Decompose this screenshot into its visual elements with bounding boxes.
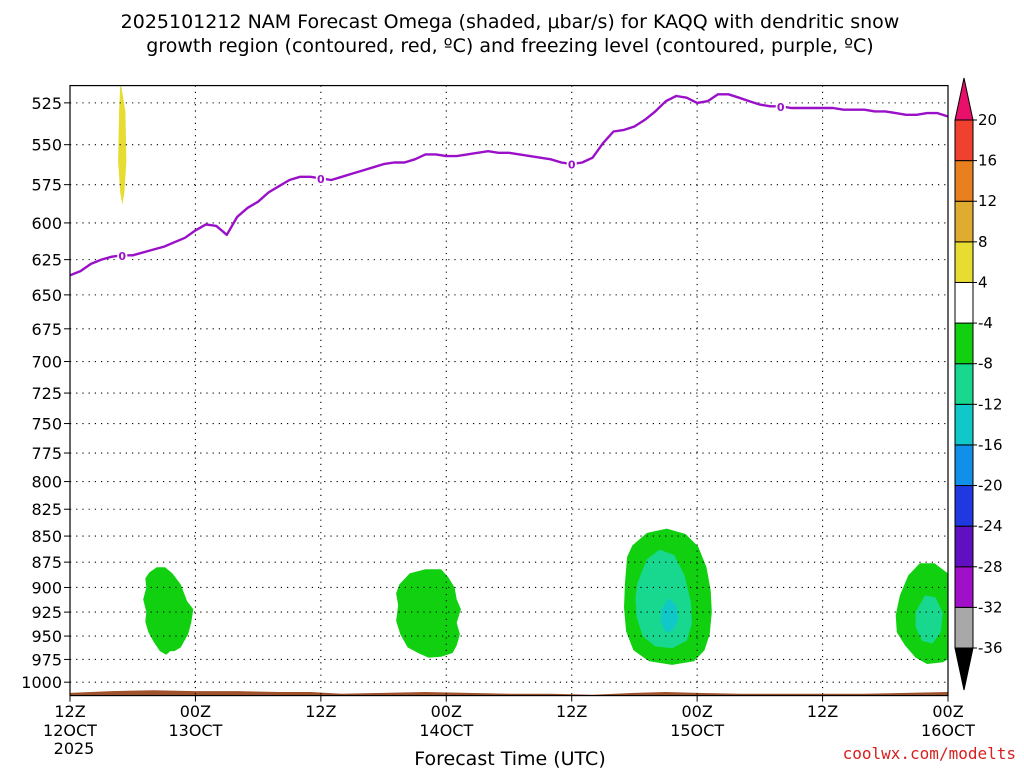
colorbar-swatch [954, 403, 974, 446]
colorbar-swatch [954, 119, 974, 162]
y-tick-label: 725 [31, 384, 62, 403]
y-tick-label: 925 [31, 603, 62, 622]
colorbar-label: -24 [978, 517, 1003, 535]
y-tick-label: 850 [31, 527, 62, 546]
colorbar-swatch [954, 160, 974, 202]
omega-neg-cell-1 [143, 567, 194, 655]
plot-fill-layer [70, 85, 948, 696]
omega-neg-cell-2 [396, 569, 461, 658]
y-tick-label: 825 [31, 500, 62, 519]
colorbar-label: -28 [978, 558, 1003, 576]
y-tick-label: 575 [31, 176, 62, 195]
freezing-level-label-bg [775, 99, 786, 114]
x-tick-date: 16OCT [921, 721, 975, 740]
y-tick-label: 650 [31, 286, 62, 305]
freezing-level-label-bg [117, 248, 128, 263]
freezing-level-label-bg [315, 171, 326, 186]
omega-neg-cell-3-inner [660, 598, 679, 633]
x-tick-label: 12Z [556, 702, 587, 721]
chart-title-line2: growth region (contoured, red, ºC) and f… [146, 35, 873, 57]
x-tick-label: 12Z [54, 702, 85, 721]
freezing-level-layer: 0 0 0 0 [70, 93, 948, 277]
omega-pos-upper [118, 85, 127, 205]
x-tick-label: 00Z [681, 702, 712, 721]
freezing-level-label: 0 [568, 159, 576, 172]
chart-title-line1: 2025101212 NAM Forecast Omega (shaded, μ… [121, 11, 900, 33]
colorbar-label: 16 [978, 152, 997, 170]
colorbar-label: -4 [978, 314, 993, 332]
y-tick-label: 800 [31, 473, 62, 492]
colorbar-label: -16 [978, 436, 1003, 454]
x-tick-label: 12Z [807, 702, 838, 721]
freezing-level-line [70, 93, 948, 277]
colorbar-swatch [954, 606, 974, 649]
x-tick-year: 2025 [54, 739, 95, 758]
colorbar-swatch [954, 281, 974, 324]
omega-neg-cell-3-core [635, 549, 692, 649]
colorbar: -36 -32 -28 -24 -20 -16 -12 -8 -4 4 8 12 16 20 [954, 77, 1003, 691]
colorbar-label: 12 [978, 192, 997, 210]
x-tick-label: 00Z [932, 702, 963, 721]
y-tick-label: 625 [31, 251, 62, 270]
colorbar-swatch [954, 485, 974, 527]
x-tick-date: 12OCT [43, 721, 97, 740]
y-tick-label: 550 [31, 136, 62, 155]
colorbar-label: -12 [978, 395, 1003, 413]
colorbar-label: -8 [978, 355, 993, 373]
freezing-level-label: 0 [317, 173, 325, 186]
colorbar-upper-arrow [954, 77, 974, 121]
colorbar-swatch [954, 241, 974, 283]
y-tick-label: 700 [31, 353, 62, 372]
y-tick-label: 675 [31, 320, 62, 339]
colorbar-label: 20 [978, 111, 997, 129]
colorbar-label: 4 [978, 273, 988, 291]
y-tick-label: 525 [31, 94, 62, 113]
freezing-level-label-bg [566, 157, 577, 172]
y-tick-label: 975 [31, 650, 62, 669]
y-tick-label: 750 [31, 415, 62, 434]
x-tick-label: 00Z [180, 702, 211, 721]
y-tick-label: 875 [31, 553, 62, 572]
plot-frame [69, 84, 949, 697]
colorbar-swatch [954, 363, 974, 405]
colorbar-label: -36 [978, 639, 1003, 657]
colorbar-swatch [954, 566, 974, 608]
freezing-level-label: 0 [118, 250, 126, 263]
x-tick-label: 00Z [431, 702, 462, 721]
y-axis: 525 550 575 600 625 650 675 700 725 750 775 800 825 8… [21, 94, 70, 692]
x-tick-date: 15OCT [670, 721, 724, 740]
x-tick-date: 13OCT [168, 721, 222, 740]
y-tick-label: 900 [31, 578, 62, 597]
x-tick-date: 14OCT [419, 721, 473, 740]
colorbar-label: -20 [978, 477, 1003, 495]
y-tick-label: 775 [31, 444, 62, 463]
omega-neg-cell-4-core [915, 595, 943, 644]
colorbar-swatch [954, 200, 974, 243]
y-tick-label: 950 [31, 627, 62, 646]
colorbar-swatch [954, 444, 974, 487]
colorbar-swatch [954, 525, 974, 568]
colorbar-label: -32 [978, 598, 1003, 616]
grid-layer [70, 85, 948, 696]
colorbar-lower-arrow [954, 647, 974, 691]
y-tick-label: 600 [31, 214, 62, 233]
colorbar-swatch [954, 322, 974, 365]
colorbar-label: 8 [978, 233, 988, 251]
freezing-level-label: 0 [777, 101, 785, 114]
x-tick-label: 12Z [305, 702, 336, 721]
credit-text[interactable]: coolwx.com/modelts [843, 744, 1016, 763]
x-axis-label: Forecast Time (UTC) [414, 748, 605, 768]
y-tick-label: 1000 [21, 673, 62, 692]
terrain [70, 690, 948, 696]
